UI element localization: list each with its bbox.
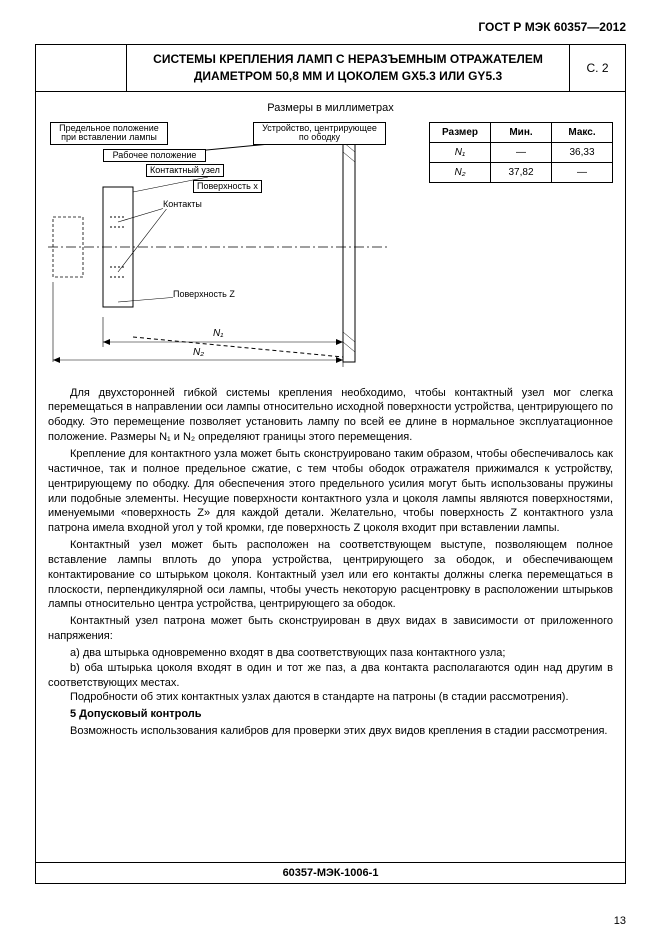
fig-label-surface-z: Поверхность Z	[173, 290, 235, 300]
fig-label-working: Рабочее положение	[103, 149, 206, 163]
page-number: 13	[614, 915, 626, 927]
document-header: ГОСТ Р МЭК 60357—2012	[35, 20, 626, 34]
cell-n2-max: —	[552, 162, 613, 182]
footer-code: 60357-МЭК-1006-1	[36, 862, 625, 883]
cell-n2-label: N₂	[430, 162, 491, 182]
dimension-table: Размер Мин. Макс. N₁ — 36,33 N₂ 37,82	[429, 122, 613, 183]
table-row: N₁ — 36,33	[430, 142, 613, 162]
table-row: N₂ 37,82 —	[430, 162, 613, 182]
dim-n2: N₂	[193, 347, 204, 358]
th-max: Макс.	[552, 122, 613, 142]
cell-n2-min: 37,82	[491, 162, 552, 182]
fig-label-contact-node: Контактный узел	[146, 164, 224, 178]
cell-n1-min: —	[491, 142, 552, 162]
title-left-cell	[36, 45, 127, 91]
para-1: Для двухсторонней гибкой системы креплен…	[48, 386, 613, 445]
title-row: СИСТЕМЫ КРЕПЛЕНИЯ ЛАМП С НЕРАЗЪЕМНЫМ ОТР…	[36, 45, 625, 92]
para-4: Контактный узел патрона может быть сконс…	[48, 614, 613, 644]
page-title: СИСТЕМЫ КРЕПЛЕНИЯ ЛАМП С НЕРАЗЪЕМНЫМ ОТР…	[127, 45, 570, 91]
fig-label-limit: Предельное положение при вставлении ламп…	[50, 122, 168, 146]
list-item-a: a) два штырька одновременно входят в два…	[48, 646, 613, 661]
fig-label-surface-x: Поверхность x	[193, 180, 262, 194]
body-text: Для двухсторонней гибкой системы креплен…	[48, 386, 613, 739]
sheet-number: С. 2	[570, 45, 625, 91]
para-5: Подробности об этих контактных узлах даю…	[48, 690, 613, 705]
cell-n1-label: N₁	[430, 142, 491, 162]
para-3: Контактный узел может быть расположен на…	[48, 538, 613, 612]
fig-label-rim-device: Устройство, центрирующее по ободку	[253, 122, 386, 146]
dim-n1: N₁	[213, 328, 223, 339]
technical-figure: Предельное положение при вставлении ламп…	[48, 122, 409, 372]
para-2: Крепление для контактного узла может быт…	[48, 447, 613, 536]
cell-n1-max: 36,33	[552, 142, 613, 162]
dimension-table-wrap: Размер Мин. Макс. N₁ — 36,33 N₂ 37,82	[429, 122, 613, 372]
units-subtitle: Размеры в миллиметрах	[48, 102, 613, 114]
th-dim: Размер	[430, 122, 491, 142]
para-6: Возможность использования калибров для п…	[48, 724, 613, 739]
list-item-b: b) оба штырька цоколя входят в один и то…	[48, 661, 613, 691]
section-heading: 5 Допусковый контроль	[48, 707, 613, 722]
th-min: Мин.	[491, 122, 552, 142]
fig-label-contacts: Контакты	[163, 200, 202, 210]
content-frame: СИСТЕМЫ КРЕПЛЕНИЯ ЛАМП С НЕРАЗЪЕМНЫМ ОТР…	[35, 44, 626, 884]
